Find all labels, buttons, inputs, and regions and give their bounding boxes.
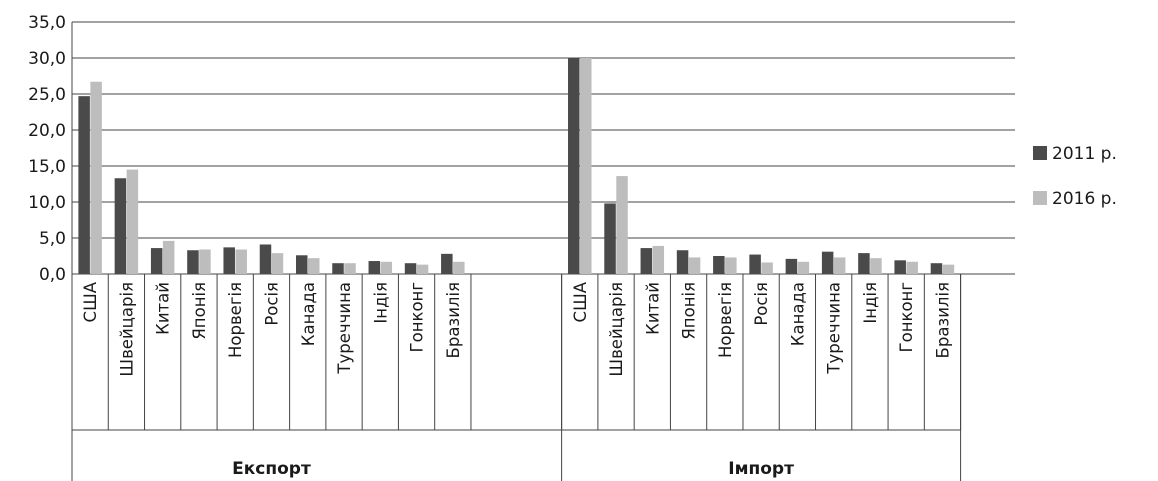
x-tick-label: Росія (262, 282, 281, 326)
bar (308, 258, 320, 274)
legend-swatch (1033, 146, 1047, 160)
bar (906, 261, 918, 274)
bar (368, 261, 381, 274)
x-tick-label: Бразилія (444, 282, 463, 358)
bar (713, 256, 725, 274)
bar (162, 240, 175, 274)
bar (616, 176, 628, 274)
bar (416, 264, 429, 274)
bar (332, 263, 344, 274)
x-tick-label: Канада (299, 282, 318, 346)
bar (453, 261, 465, 274)
y-tick-label: 25,0 (28, 85, 66, 105)
bar (604, 203, 616, 274)
x-tick-label: Швейцарія (117, 282, 136, 377)
x-tick-label: Японія (190, 282, 209, 340)
x-tick-label: Туреччина (825, 282, 844, 375)
y-tick-label: 35,0 (28, 13, 66, 33)
y-tick-label: 10,0 (28, 193, 66, 213)
bar (235, 249, 247, 274)
bar (441, 253, 453, 274)
x-tick-label: Китай (643, 282, 662, 335)
y-tick-label: 20,0 (28, 121, 66, 141)
x-tick-label: Норвегія (226, 282, 245, 358)
group-label: Імпорт (728, 459, 794, 479)
legend-label: 2011 р. (1052, 144, 1117, 164)
bar (271, 253, 284, 274)
bar (223, 247, 235, 274)
x-tick-label: Канада (788, 282, 807, 346)
bar (296, 255, 308, 274)
x-tick-label: Швейцарія (607, 282, 626, 377)
bar (90, 81, 102, 274)
bar (344, 263, 356, 274)
x-tick-label: Китай (154, 282, 173, 335)
x-tick-label: Бразилія (933, 282, 952, 358)
bar (404, 263, 417, 274)
bar (259, 244, 272, 274)
x-tick-label: Гонконг (408, 282, 427, 352)
x-tick-label: Норвегія (716, 282, 735, 358)
bar (870, 258, 882, 274)
y-tick-label: 5,0 (39, 229, 66, 249)
group-label: Експорт (232, 459, 311, 479)
y-tick-label: 15,0 (28, 157, 66, 177)
bar (114, 178, 127, 274)
x-tick-label: США (571, 281, 590, 322)
bar (676, 250, 689, 274)
bar (725, 257, 737, 274)
x-tick-label: Індія (371, 282, 390, 324)
bar (749, 254, 761, 274)
bar (797, 261, 810, 274)
x-tick-label: Туреччина (335, 282, 354, 375)
bar (942, 264, 955, 274)
bar (580, 58, 592, 274)
x-tick-label: США (81, 281, 100, 322)
bar (688, 257, 701, 274)
bar (568, 58, 580, 274)
bar (858, 253, 870, 274)
x-tick-label: Індія (861, 282, 880, 324)
bar (785, 258, 798, 274)
bar (652, 245, 665, 274)
x-tick-label: Японія (680, 282, 699, 340)
y-tick-label: 30,0 (28, 49, 66, 69)
bar (126, 169, 139, 274)
bar (930, 263, 943, 274)
bar (833, 257, 846, 274)
bar (894, 260, 906, 274)
bar (187, 250, 199, 274)
bar (640, 248, 653, 274)
legend-label: 2016 р. (1052, 189, 1117, 209)
x-tick-label: Росія (752, 282, 771, 326)
legend-swatch (1033, 191, 1047, 205)
bar (78, 96, 90, 274)
x-tick-label: Гонконг (897, 282, 916, 352)
bar (380, 261, 393, 274)
bar (761, 262, 773, 274)
bar (150, 248, 163, 274)
y-tick-label: 0,0 (39, 265, 66, 285)
bar (199, 249, 211, 274)
bar (821, 251, 834, 274)
